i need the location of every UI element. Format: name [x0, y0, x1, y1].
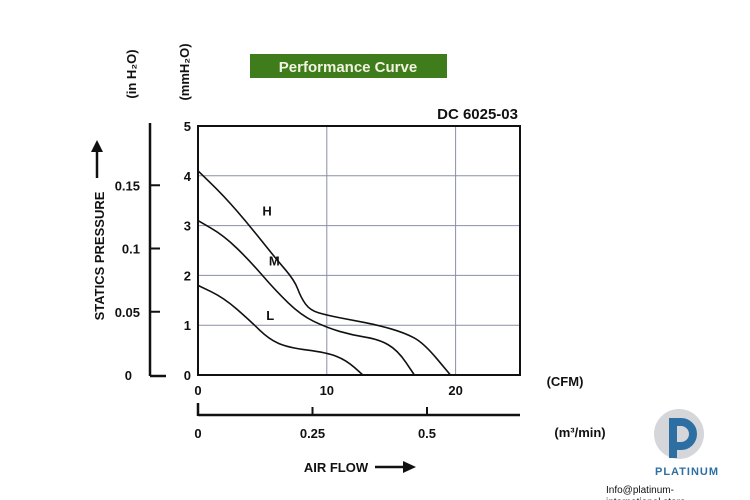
series-line-L: [197, 284, 364, 376]
x-arrow-head-icon: [403, 461, 416, 473]
x-unit-label: (CFM): [547, 374, 584, 389]
y-tick-label: 2: [184, 268, 191, 283]
platinum-logo-icon: [654, 409, 704, 459]
x-tick-label: 20: [448, 383, 462, 398]
contact-email: Info@platinum-international.store: [606, 485, 686, 500]
y2-tick-label: 0.05: [115, 305, 140, 320]
y-unit-label: (mmH₂O): [177, 43, 192, 100]
y-tick-label: 3: [184, 219, 191, 234]
y-arrow-head-icon: [91, 140, 103, 152]
y2-tick-label: 0.15: [115, 178, 140, 193]
x-tick-label: 0: [194, 383, 201, 398]
series-label-L: L: [266, 308, 274, 323]
y-tick-label: 0: [184, 368, 191, 383]
series-line-H: [197, 170, 452, 376]
x2-tick-label: 0: [194, 426, 201, 441]
y-tick-label: 4: [184, 169, 192, 184]
series-label-M: M: [269, 253, 280, 268]
x2-tick-label: 0.5: [418, 426, 436, 441]
plot-frame: [197, 125, 521, 376]
y-axis-title: STATICS PRESSURE: [92, 191, 107, 320]
y2-tick-label: 0.1: [122, 242, 140, 257]
y2-tick-label: 0: [125, 368, 132, 383]
x2-unit-label: (m³/min): [554, 425, 605, 440]
x2-tick-label: 0.25: [300, 426, 325, 441]
series-label-H: H: [262, 204, 271, 219]
y2-unit-label: (in H₂O): [124, 49, 139, 98]
title-background: [250, 54, 447, 78]
logo-text: PLATINUM: [655, 466, 720, 478]
y-tick-label: 1: [184, 318, 191, 333]
x-axis-title: AIR FLOW: [304, 460, 369, 475]
y-tick-label: 5: [184, 119, 191, 134]
series-line-M: [197, 219, 416, 376]
model-label: DC 6025-03: [437, 106, 518, 123]
chart-title: Performance Curve: [279, 59, 417, 76]
x-tick-label: 10: [320, 383, 334, 398]
